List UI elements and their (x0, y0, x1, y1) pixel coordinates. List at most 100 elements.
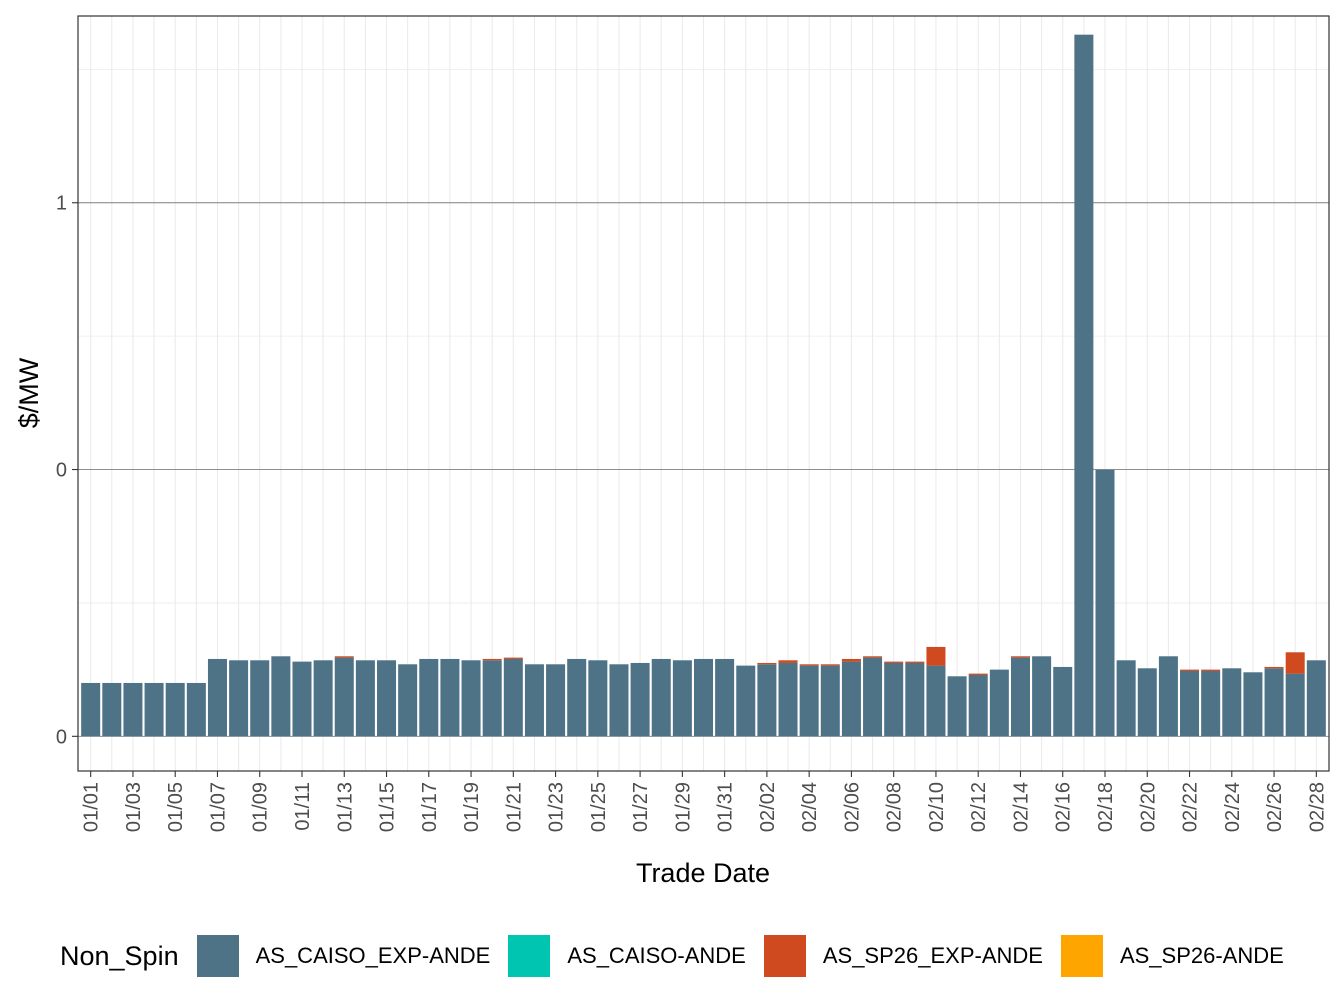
bar-segment (799, 664, 819, 666)
x-tick-label: 02/16 (1053, 782, 1075, 832)
bar-segment (926, 646, 946, 666)
bar-segment (1201, 669, 1221, 671)
x-axis-title: Trade Date (636, 858, 770, 888)
bar-segment (947, 676, 967, 737)
bar-segment (1010, 656, 1030, 658)
bar-segment (334, 656, 354, 658)
bar-segment (1053, 666, 1073, 737)
bar-segment (419, 658, 439, 737)
x-tick-label: 01/25 (588, 782, 610, 832)
y-axis-title: $/MW (14, 357, 44, 428)
bar-segment (820, 664, 840, 666)
bar-segment (841, 658, 861, 662)
y-tick-label: 1 (56, 193, 67, 215)
bar-segment (1180, 669, 1200, 671)
bar-segment (926, 665, 946, 737)
legend-item: AS_SP26_EXP-ANDE (763, 935, 1043, 977)
x-tick-label: 01/05 (165, 782, 187, 832)
bar-segment (503, 657, 523, 659)
bar-segment (1158, 656, 1178, 737)
bar-segment (1137, 668, 1157, 737)
bar-segment (567, 658, 587, 737)
x-tick-label: 02/22 (1180, 782, 1202, 832)
bar-segment (1095, 469, 1115, 737)
plot-panel-border (77, 15, 1330, 772)
legend-label: AS_CAISO-ANDE (567, 943, 746, 968)
y-tick-label: 0 (56, 726, 67, 748)
bar-segment (630, 662, 650, 737)
bar-segment (757, 662, 777, 665)
bar-segment (1264, 668, 1284, 737)
bar-segment (609, 664, 629, 737)
bar-segment (524, 664, 544, 737)
bar-segment (820, 665, 840, 737)
x-tick-label: 01/11 (292, 782, 314, 831)
bar-segment (1243, 672, 1263, 737)
bar-segment (1306, 660, 1326, 737)
x-tick-label: 02/28 (1306, 782, 1328, 832)
y-axis: 0 0 1 (56, 193, 78, 748)
bar-segment (778, 660, 798, 663)
bar-segment (165, 682, 185, 737)
x-tick-label: 01/17 (419, 782, 441, 832)
bar-segment (334, 657, 354, 737)
x-tick-label: 01/27 (630, 782, 652, 832)
bar-segment (863, 657, 883, 737)
x-tick-label: 02/24 (1222, 782, 1244, 832)
x-tick-label: 02/18 (1095, 782, 1117, 832)
x-tick-label: 01/23 (546, 782, 568, 832)
bar-segment (863, 656, 883, 658)
bar-segment (1074, 34, 1094, 737)
legend-swatch (508, 935, 551, 977)
bar-segment (968, 674, 988, 737)
x-tick-label: 01/19 (461, 782, 483, 832)
bar-segment (355, 660, 375, 737)
bar-segment (292, 661, 312, 737)
bar-segment (989, 669, 1009, 737)
bar-segment (1201, 670, 1221, 737)
x-tick-label: 02/02 (757, 782, 779, 832)
bar-segment (440, 658, 460, 737)
x-tick-label: 01/03 (123, 782, 145, 832)
bar-segment (186, 682, 206, 737)
y-tick-label: 0 (56, 460, 67, 482)
legend-label: AS_SP26-ANDE (1119, 943, 1284, 968)
bar-segment (482, 660, 502, 737)
bars (81, 34, 1326, 737)
bar-segment (651, 658, 671, 737)
bar-segment (250, 660, 270, 737)
legend-item: AS_CAISO-ANDE (508, 935, 746, 977)
bar-segment (482, 658, 502, 661)
x-tick-label: 02/12 (968, 782, 990, 832)
legend-items: AS_CAISO_EXP-ANDE AS_CAISO-ANDE AS_SP26_EX… (196, 935, 1302, 977)
x-tick-label: 01/01 (81, 782, 103, 832)
x-tick-label: 02/04 (799, 782, 821, 832)
bar-segment (715, 658, 735, 737)
bar-segment (207, 658, 227, 737)
legend-title: Non_Spin (60, 940, 179, 971)
bar-segment (503, 658, 523, 737)
bar-segment (757, 664, 777, 737)
minor-gridlines (78, 16, 1329, 771)
bar-segment (841, 661, 861, 737)
bar-segment (672, 660, 692, 737)
bar-segment (1285, 652, 1305, 674)
bar-segment (461, 660, 481, 737)
legend-item: AS_SP26-ANDE (1060, 935, 1284, 977)
bar-segment (1285, 673, 1305, 737)
x-tick-label: 02/26 (1264, 782, 1286, 832)
x-tick-label: 01/07 (207, 782, 229, 832)
x-tick-label: 02/10 (926, 782, 948, 832)
x-tick-label: 02/06 (841, 782, 863, 832)
legend-swatch (1060, 935, 1103, 977)
bar-segment (398, 664, 418, 737)
legend-item: AS_CAISO_EXP-ANDE (196, 935, 490, 977)
bar-segment (229, 660, 249, 737)
legend-swatch (763, 935, 806, 977)
x-axis: 01/01 01/03 01/05 01/07 01/09 01/11 01/13 01/15… (81, 771, 1328, 832)
x-tick-label: 01/13 (334, 782, 356, 832)
bar-segment (81, 682, 101, 737)
legend-swatch (196, 935, 239, 977)
bar-segment (313, 660, 333, 737)
